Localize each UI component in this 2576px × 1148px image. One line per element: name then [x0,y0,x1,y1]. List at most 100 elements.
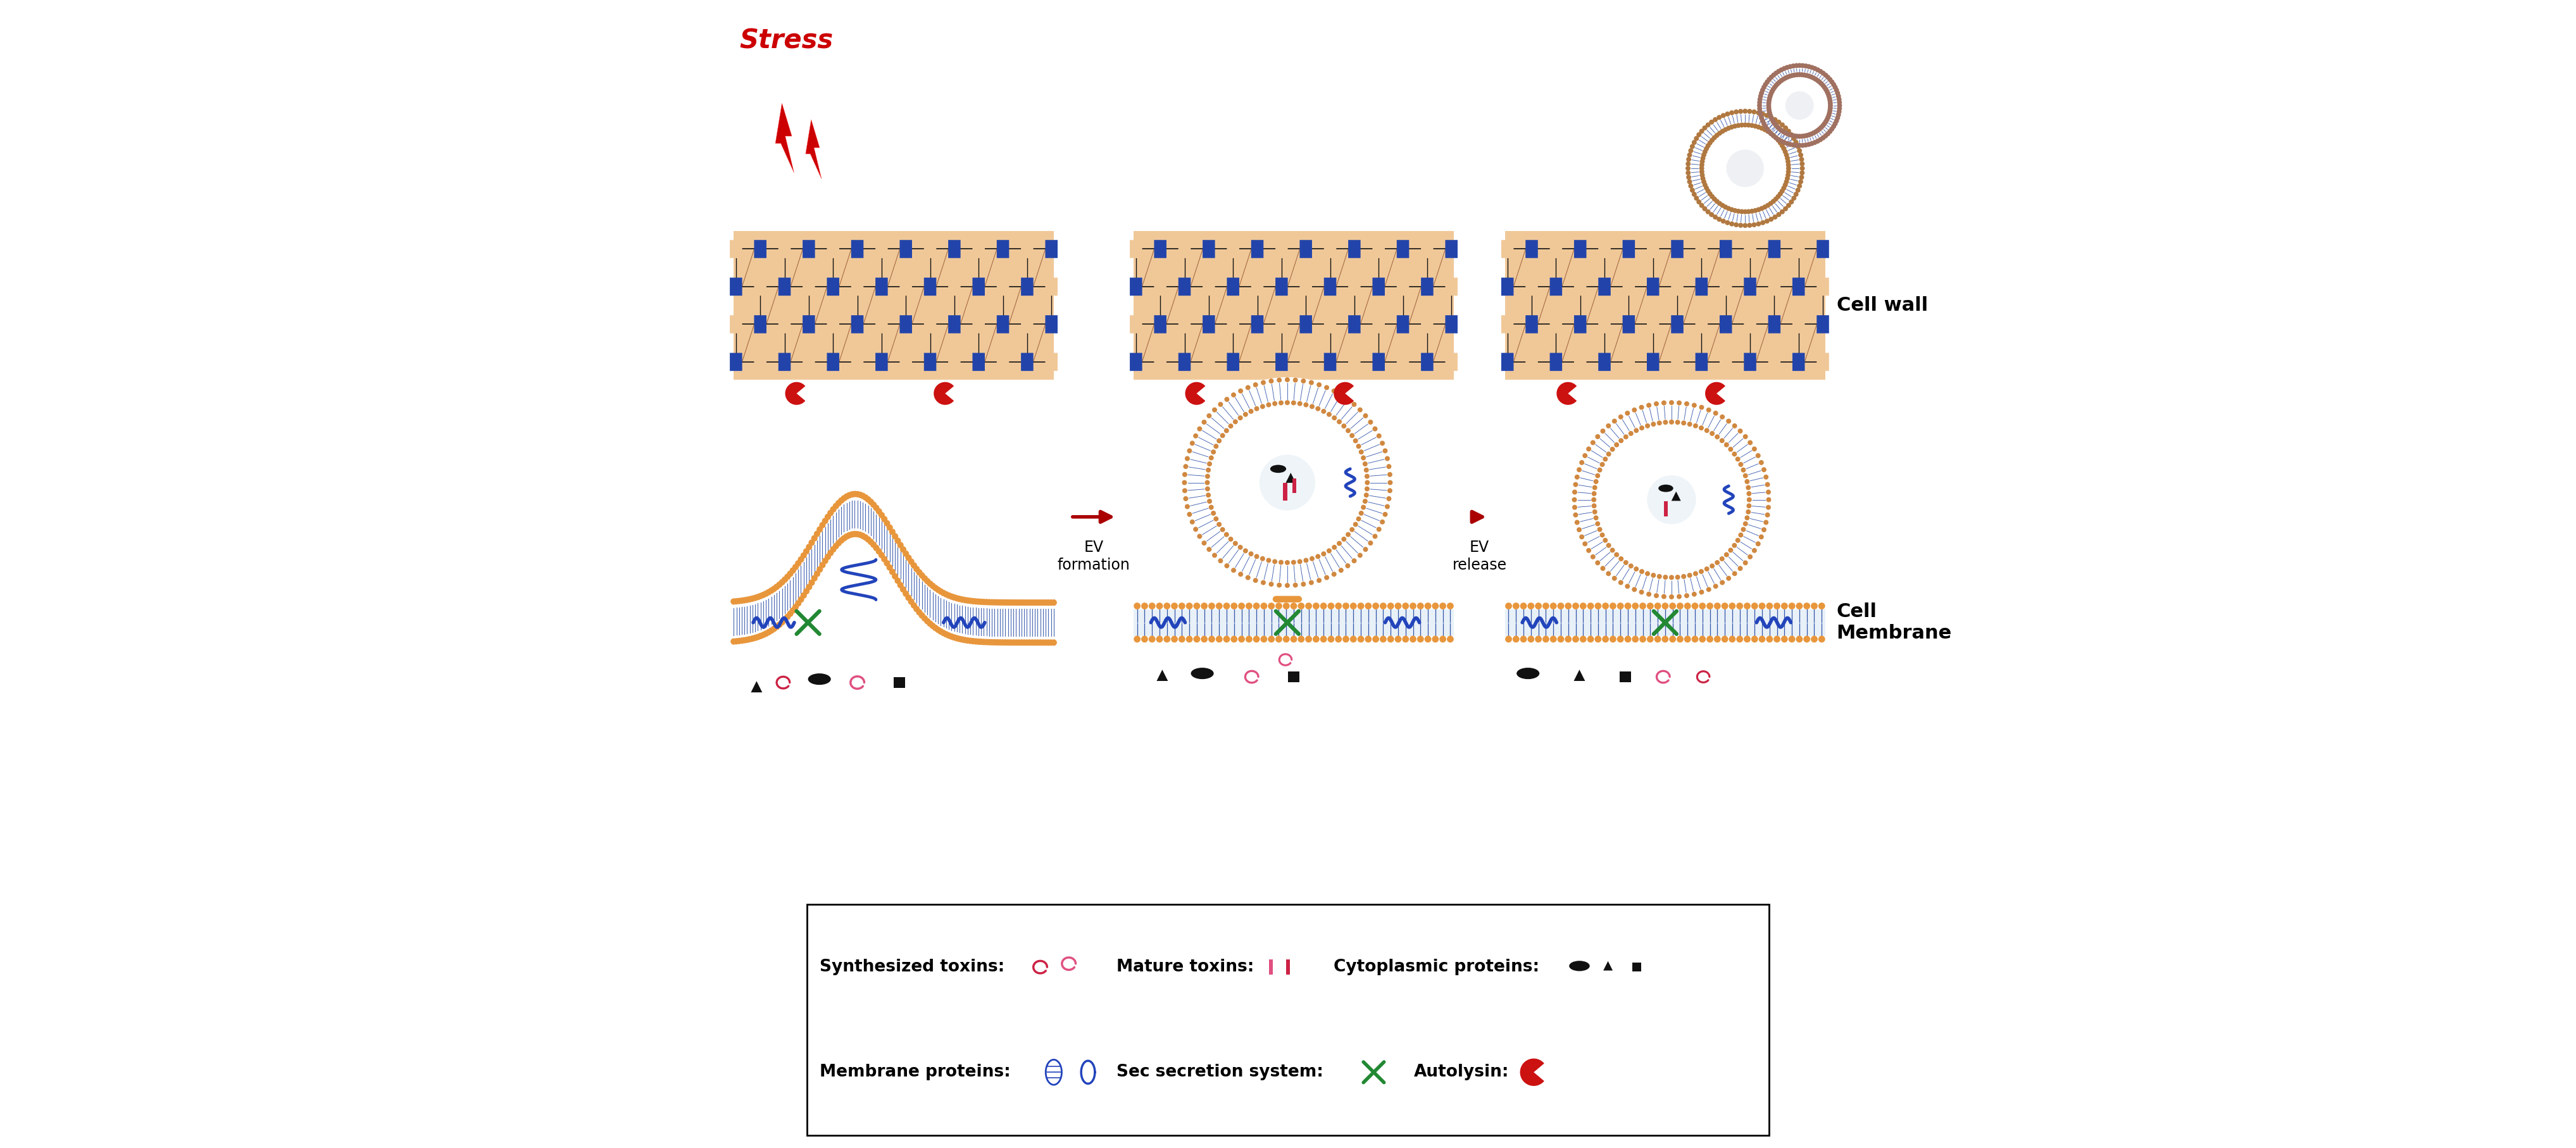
Circle shape [987,639,992,645]
Circle shape [1381,603,1386,610]
Circle shape [1662,636,1669,643]
Circle shape [1741,109,1747,114]
FancyBboxPatch shape [1574,316,1587,333]
FancyBboxPatch shape [1131,240,1141,258]
Circle shape [1291,636,1298,643]
Bar [1133,610,1453,636]
Circle shape [1224,636,1231,643]
Circle shape [1025,639,1033,646]
Circle shape [1051,599,1056,606]
Circle shape [1669,575,1674,580]
Circle shape [1200,636,1208,643]
Wedge shape [786,382,806,405]
Circle shape [1592,510,1597,514]
Circle shape [1283,603,1291,610]
Circle shape [1638,569,1643,574]
FancyBboxPatch shape [899,240,912,258]
Circle shape [806,584,811,590]
Circle shape [1651,573,1656,577]
Circle shape [1177,603,1185,610]
Circle shape [1352,402,1358,406]
Circle shape [1692,192,1698,196]
Circle shape [1595,479,1600,484]
Circle shape [1770,133,1775,138]
FancyBboxPatch shape [1373,352,1386,371]
Circle shape [1687,174,1692,180]
Circle shape [1728,636,1736,643]
Circle shape [734,598,739,605]
Circle shape [1607,451,1610,457]
Circle shape [984,639,989,645]
Circle shape [1342,603,1350,610]
Circle shape [801,592,806,598]
Circle shape [1780,636,1788,643]
Circle shape [1824,119,1829,124]
Circle shape [1448,636,1453,643]
Circle shape [1355,517,1360,521]
Circle shape [1795,636,1803,643]
Circle shape [1705,144,1710,148]
Bar [1620,672,1631,682]
Circle shape [750,596,755,602]
Circle shape [1793,63,1798,68]
Circle shape [1752,603,1757,610]
Circle shape [1571,603,1579,610]
Circle shape [1710,138,1716,142]
Circle shape [1808,132,1814,137]
Circle shape [817,566,822,573]
Circle shape [1656,574,1662,579]
Circle shape [1283,636,1291,643]
Circle shape [902,590,909,597]
Circle shape [1172,603,1177,610]
Circle shape [1721,636,1728,643]
Circle shape [1316,382,1321,387]
FancyBboxPatch shape [1275,278,1288,296]
FancyBboxPatch shape [778,316,791,333]
Circle shape [855,532,860,537]
Circle shape [1015,599,1023,606]
Circle shape [1777,212,1780,217]
FancyBboxPatch shape [1597,240,1610,258]
Circle shape [912,563,917,568]
FancyBboxPatch shape [974,240,984,258]
Circle shape [1571,497,1577,502]
Circle shape [1669,419,1674,425]
Wedge shape [1705,382,1726,405]
Circle shape [1231,393,1236,397]
Circle shape [1767,93,1772,99]
FancyBboxPatch shape [1252,240,1262,258]
Circle shape [1734,109,1739,115]
FancyBboxPatch shape [850,240,863,258]
Circle shape [1801,133,1803,139]
Circle shape [1669,603,1677,610]
Circle shape [1535,603,1543,610]
Circle shape [1721,557,1723,561]
Circle shape [1239,388,1244,394]
Circle shape [1213,553,1216,558]
Bar [1285,960,1291,975]
FancyBboxPatch shape [997,352,1010,371]
Circle shape [1363,492,1368,497]
FancyBboxPatch shape [1396,352,1409,371]
Circle shape [979,598,984,605]
Circle shape [1705,587,1710,592]
Circle shape [1798,134,1803,139]
Circle shape [840,495,848,502]
Circle shape [1783,149,1788,154]
Circle shape [1381,519,1386,525]
FancyBboxPatch shape [729,278,742,296]
Circle shape [1023,639,1030,646]
Circle shape [1790,63,1795,69]
Circle shape [1837,106,1842,111]
Circle shape [1785,203,1790,208]
Circle shape [1793,142,1798,148]
FancyBboxPatch shape [1131,278,1141,296]
Circle shape [997,599,1002,606]
FancyBboxPatch shape [755,240,768,258]
Circle shape [801,552,806,559]
Circle shape [1363,546,1368,552]
Circle shape [1595,636,1602,643]
Circle shape [1321,409,1327,413]
Circle shape [884,520,891,527]
Circle shape [1520,603,1528,610]
